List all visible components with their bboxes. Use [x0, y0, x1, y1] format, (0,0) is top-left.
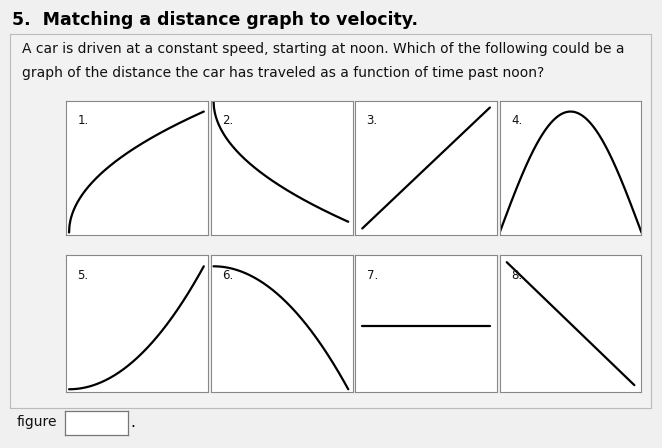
- Text: graph of the distance the car has traveled as a function of time past noon?: graph of the distance the car has travel…: [22, 66, 544, 80]
- Text: 7.: 7.: [367, 269, 378, 282]
- Text: A car is driven at a constant speed, starting at noon. Which of the following co: A car is driven at a constant speed, sta…: [22, 42, 624, 56]
- Text: 6.: 6.: [222, 269, 233, 282]
- Text: 4.: 4.: [511, 114, 522, 127]
- Text: 8.: 8.: [511, 269, 522, 282]
- Text: 1.: 1.: [77, 114, 89, 127]
- Text: 2.: 2.: [222, 114, 233, 127]
- Text: 3.: 3.: [367, 114, 377, 127]
- Text: 5.: 5.: [77, 269, 89, 282]
- Text: .: .: [130, 414, 135, 430]
- Text: 5.  Matching a distance graph to velocity.: 5. Matching a distance graph to velocity…: [12, 11, 418, 29]
- Text: figure: figure: [17, 415, 57, 429]
